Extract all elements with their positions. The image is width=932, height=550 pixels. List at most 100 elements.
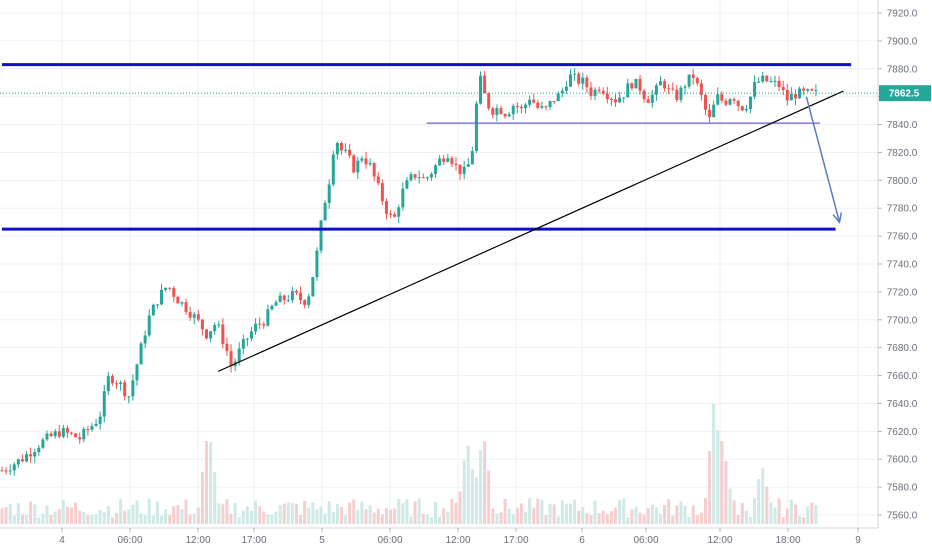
- candle-body: [573, 73, 577, 75]
- volume-bar: [614, 507, 617, 524]
- price-tick-label: 7740.0: [887, 260, 918, 271]
- volume-bar: [180, 509, 184, 524]
- volume-bar: [119, 499, 123, 524]
- candle-body: [425, 177, 429, 179]
- candle-body: [532, 99, 536, 103]
- candle-body: [90, 425, 94, 430]
- candle-body: [658, 81, 662, 86]
- volume-bar: [802, 517, 806, 524]
- volume-bar: [405, 499, 409, 524]
- volume-bar: [200, 472, 204, 524]
- candle-body: [724, 100, 728, 105]
- volume-bar: [499, 512, 503, 524]
- candle-body: [119, 382, 123, 385]
- volume-bar: [151, 515, 155, 524]
- candle-body: [462, 166, 466, 174]
- volume-bar: [237, 517, 241, 524]
- volume-bar: [266, 514, 270, 524]
- volume-bar: [507, 508, 511, 524]
- candle-body: [630, 83, 634, 89]
- candle-body: [74, 433, 78, 438]
- volume-bar: [245, 506, 249, 524]
- volume-bar: [503, 498, 507, 524]
- candle-body: [691, 74, 695, 78]
- candle-body: [368, 163, 372, 165]
- volume-bar: [470, 469, 474, 524]
- price-axis[interactable]: 7920.07900.07880.07860.07840.07820.07800…: [877, 0, 931, 528]
- volume-bar: [757, 479, 761, 524]
- volume-bar: [560, 500, 564, 524]
- candle-body: [511, 105, 515, 115]
- volume-bar: [658, 513, 662, 524]
- candle-body: [70, 432, 74, 434]
- volume-bar: [176, 504, 180, 524]
- candle-body: [327, 184, 331, 203]
- candle-body: [757, 81, 761, 83]
- volume-bar: [49, 515, 53, 524]
- volume-bar: [695, 514, 699, 524]
- candle-body: [544, 106, 548, 108]
- candle-body: [303, 300, 307, 305]
- volume-bar: [409, 516, 413, 524]
- volume-bar: [736, 514, 740, 524]
- volume-bar: [667, 499, 671, 524]
- candle-body: [667, 88, 671, 90]
- volume-bar: [29, 501, 33, 524]
- volume-bar: [188, 514, 192, 524]
- price-tick-label: 7780.0: [887, 204, 918, 215]
- volume-bar: [515, 508, 519, 524]
- candle-body: [614, 99, 617, 103]
- candle-body: [675, 89, 679, 100]
- candle-body: [417, 177, 421, 179]
- volume-bar: [618, 499, 622, 524]
- candle-body: [540, 106, 544, 108]
- time-axis[interactable]: 4 06:00 12:00 17:00 5 06:00 12:00 17:00 6 06:00 12…: [0, 527, 878, 546]
- volume-bar: [323, 513, 327, 524]
- volume-bar: [311, 501, 315, 524]
- volume-bar: [389, 509, 393, 524]
- price-tick-label: 7760.0: [887, 232, 918, 243]
- candle-body: [131, 380, 135, 397]
- volume-bar: [299, 514, 303, 524]
- arrow-shaft: [805, 96, 841, 223]
- candle-body: [528, 99, 532, 105]
- candle-body: [380, 183, 384, 202]
- candle-body: [168, 287, 172, 289]
- volume-bar: [110, 517, 114, 524]
- volume-bar: [294, 504, 298, 524]
- price-tick-label: 7560.0: [887, 511, 918, 522]
- candle-body: [442, 158, 446, 162]
- volume-bar: [769, 502, 773, 524]
- candle-body: [299, 292, 303, 301]
- volume-bar: [597, 513, 601, 524]
- volume-bar: [642, 514, 646, 524]
- volume-bar: [70, 507, 74, 524]
- volume-bar: [761, 468, 765, 524]
- candle-body: [503, 114, 507, 117]
- volume-bar: [254, 500, 258, 524]
- volume-bar: [556, 516, 560, 524]
- volume-bar: [53, 511, 57, 524]
- time-tick-label: 9: [855, 535, 861, 546]
- candle-body: [814, 90, 818, 92]
- volume-bar: [16, 503, 20, 524]
- volume-bar: [511, 514, 515, 524]
- volume-bar: [785, 508, 789, 524]
- volume-bar: [630, 509, 634, 524]
- volume-bar: [650, 504, 654, 524]
- price-tick-label: 7800.0: [887, 176, 918, 187]
- volume-bar: [368, 505, 372, 524]
- candle-body: [33, 452, 37, 457]
- volume-bar: [160, 516, 164, 524]
- volume-bar: [712, 403, 716, 524]
- candle-body: [483, 75, 487, 94]
- candle-body: [438, 158, 442, 166]
- candle-body: [307, 296, 311, 305]
- candle-body: [237, 348, 241, 362]
- volume-bar: [728, 488, 732, 524]
- volume-bar: [699, 512, 703, 524]
- candle-body: [94, 423, 98, 426]
- volume-bar: [37, 517, 41, 524]
- candle-body: [98, 416, 102, 424]
